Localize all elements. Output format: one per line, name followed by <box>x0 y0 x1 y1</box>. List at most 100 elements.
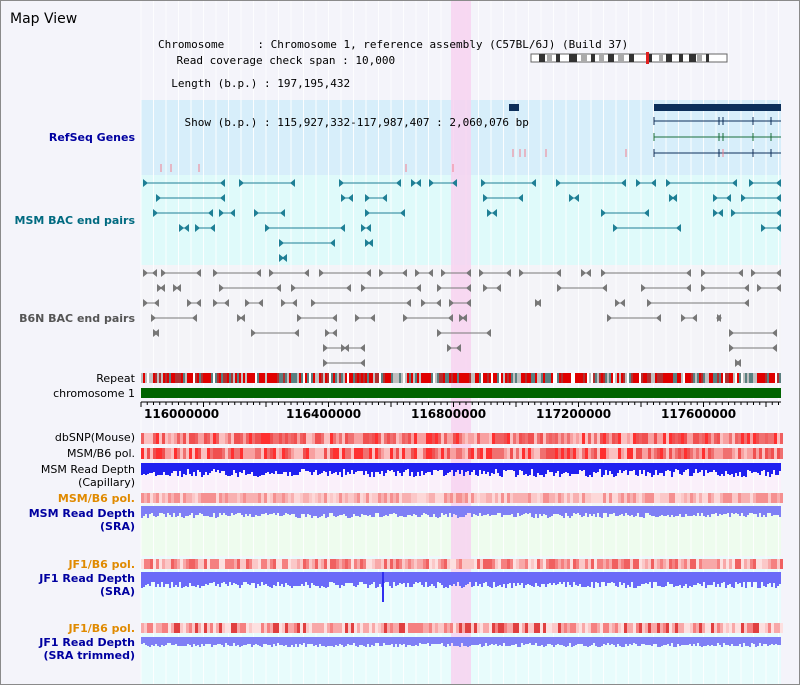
heat-cell <box>474 623 477 633</box>
heat-cell <box>336 559 339 569</box>
depth-bar <box>385 637 387 645</box>
bac-end-arrow <box>531 179 536 187</box>
heat-cell <box>570 433 573 444</box>
repeat-segment <box>707 373 709 383</box>
depth-bar <box>443 506 445 515</box>
track-label-b6n-bac[interactable]: B6N BAC end pairs <box>19 312 135 325</box>
depth-bar <box>297 637 299 647</box>
depth-bar <box>691 572 693 587</box>
depth-bar <box>191 463 193 476</box>
heat-cell <box>486 559 489 569</box>
depth-bar <box>561 506 563 516</box>
bac-end-arrow <box>187 299 192 307</box>
depth-bar <box>489 572 491 587</box>
heat-cell <box>780 433 783 444</box>
depth-bar <box>601 506 603 518</box>
track-label-jf1-depth-sra[interactable]: JF1 Read Depth <box>39 572 135 585</box>
depth-bar <box>201 506 203 514</box>
bac-end-arrow <box>406 299 411 307</box>
heat-cell <box>558 559 561 569</box>
repeat-segment <box>283 373 285 383</box>
depth-bar <box>591 463 593 477</box>
heat-cell <box>672 433 675 444</box>
heat-cell <box>420 559 423 569</box>
track-label-jf1-depth-trimmed[interactable]: JF1 Read Depth <box>39 636 135 649</box>
depth-bar <box>505 463 507 471</box>
track-label-dbsnp[interactable]: dbSNP(Mouse) <box>54 431 135 444</box>
heat-cell <box>318 559 321 569</box>
depth-bar <box>421 572 423 585</box>
track-label-msm-depth-sra[interactable]: MSM Read Depth <box>28 507 135 520</box>
bac-end-arrow <box>382 194 387 202</box>
heat-cell <box>732 493 735 503</box>
repeat-segment <box>461 373 463 383</box>
heat-cell <box>282 433 285 444</box>
track-label-msm-depth-capillary[interactable]: MSM Read Depth <box>40 463 135 476</box>
repeat-segment <box>293 373 295 383</box>
depth-bar <box>171 506 173 517</box>
repeat-segment <box>233 373 235 383</box>
depth-bar <box>653 637 655 644</box>
depth-bar <box>343 506 345 514</box>
depth-bar <box>421 463 423 471</box>
track-label-repeat[interactable]: Repeat <box>96 372 135 385</box>
bac-end-arrow <box>772 329 777 337</box>
depth-bar <box>347 572 349 583</box>
track-label-jf1-b6-pol[interactable]: JF1/B6 pol. <box>68 558 135 571</box>
bac-end-arrow <box>153 209 158 217</box>
depth-bar <box>369 637 371 647</box>
bac-end-arrow <box>437 284 442 292</box>
track-label-msm-b6-pol-2[interactable]: MSM/B6 pol. <box>57 492 135 505</box>
depth-bar <box>621 506 623 514</box>
depth-bar <box>479 506 481 513</box>
heat-cell <box>237 433 240 444</box>
heat-cell <box>465 493 468 503</box>
track-label-msm-b6-pol[interactable]: MSM/B6 pol. <box>67 447 135 460</box>
repeat-segment <box>373 373 375 383</box>
depth-bar <box>653 463 655 475</box>
depth-bar <box>141 637 143 644</box>
depth-bar <box>759 572 761 588</box>
depth-bar <box>761 572 763 582</box>
depth-bar <box>155 506 157 517</box>
repeat-segment <box>731 373 733 383</box>
heat-cell <box>717 623 720 633</box>
heat-cell <box>165 493 168 503</box>
heat-cell <box>435 448 438 459</box>
depth-bar <box>655 572 657 582</box>
track-label-refseq[interactable]: RefSeq Genes <box>48 131 135 144</box>
heat-cell <box>714 448 717 459</box>
bac-end-arrow <box>154 329 159 337</box>
repeat-segment <box>199 373 201 383</box>
depth-bar <box>233 506 235 515</box>
bac-end-arrow <box>291 284 296 292</box>
depth-bar <box>507 506 509 515</box>
track-label-msm-bac[interactable]: MSM BAC end pairs <box>14 214 135 227</box>
track-label-chromosome[interactable]: chromosome 1 <box>53 387 135 400</box>
depth-bar <box>775 572 777 588</box>
repeat-segment <box>479 373 481 383</box>
bac-end-arrow <box>279 254 284 262</box>
heat-cell <box>747 623 750 633</box>
repeat-segment <box>311 373 313 383</box>
track-label-jf1-b6-pol-2[interactable]: JF1/B6 pol. <box>68 622 135 635</box>
bac-end-arrow <box>716 314 721 322</box>
depth-bar <box>231 463 233 475</box>
bac-end-arrow <box>213 299 218 307</box>
depth-bar <box>699 463 701 472</box>
heat-cell <box>246 448 249 459</box>
depth-bar <box>297 506 299 518</box>
depth-bar <box>537 463 539 473</box>
depth-bar <box>595 637 597 646</box>
heat-cell <box>297 623 300 633</box>
heat-cell <box>537 623 540 633</box>
bac-end-arrow <box>621 179 626 187</box>
heat-cell <box>543 433 546 444</box>
depth-bar <box>215 637 217 645</box>
depth-bar <box>701 637 703 647</box>
depth-bar <box>713 637 715 646</box>
depth-bar <box>495 572 497 587</box>
heat-cell <box>603 559 606 569</box>
repeat-segment <box>371 373 373 383</box>
